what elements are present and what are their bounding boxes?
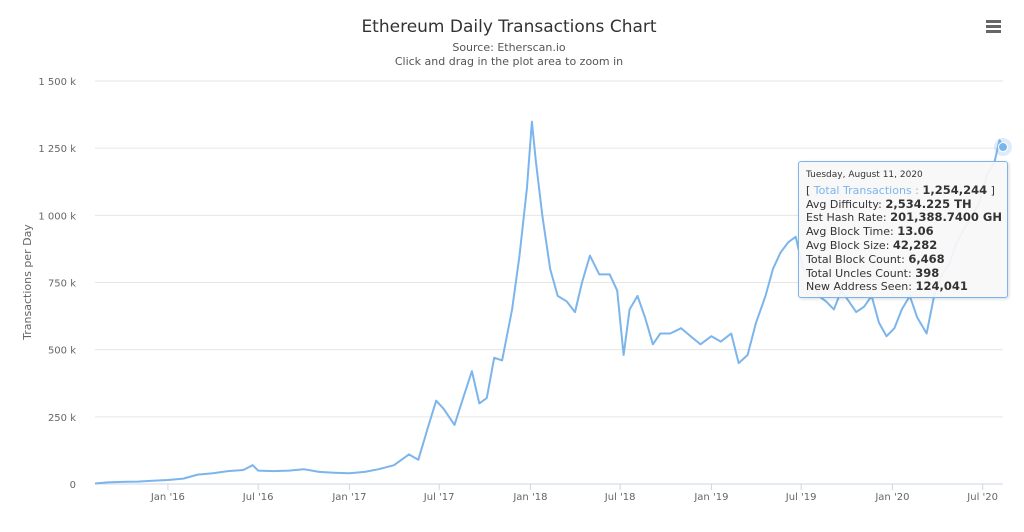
y-axis-title: Transactions per Day <box>21 224 34 341</box>
tooltip-series-row: [ Total Transactions : 1,254,244 ] <box>806 182 1000 198</box>
tooltip-row: Total Block Count: 6,468 <box>806 251 1000 267</box>
hamburger-menu-icon[interactable] <box>982 18 1004 38</box>
y-tick-label: 1 500 k <box>38 77 76 88</box>
y-tick-label: 1 000 k <box>38 211 76 222</box>
tooltip-row: New Address Seen: 124,041 <box>806 279 1000 294</box>
x-tick-label: Jan '20 <box>874 492 909 503</box>
chart-title: Ethereum Daily Transactions Chart <box>361 17 656 37</box>
y-tick-label: 250 k <box>48 413 76 424</box>
tooltip-series-label: Total Transactions : <box>813 183 919 197</box>
tooltip-open-bracket: [ <box>806 183 811 197</box>
chart-subtitle: Source: Etherscan.io <box>452 41 566 54</box>
x-tick-label: Jan '19 <box>693 492 728 503</box>
tooltip-row-label: Avg Block Time: <box>806 225 898 239</box>
tooltip-date: Tuesday, August 11, 2020 <box>806 170 923 180</box>
tooltip-rows: Avg Difficulty: 2,534.225 TH Est Hash Rat… <box>806 196 1002 295</box>
tooltip-row-label: Total Uncles Count: <box>806 266 916 280</box>
tooltip-close-bracket: ] <box>990 183 995 197</box>
hover-marker <box>994 138 1012 157</box>
plot-area[interactable] <box>94 120 1004 485</box>
menu-bar-icon <box>985 30 1001 33</box>
tooltip-row-value: 2,534.225 TH <box>885 196 972 211</box>
chart-zoom-hint: Click and drag in the plot area to zoom … <box>395 55 623 68</box>
tooltip-row-value: 13.06 <box>897 224 934 239</box>
x-tick-label: Jan '16 <box>150 492 185 503</box>
tooltip: Tuesday, August 11, 2020 [ Total Transac… <box>798 161 1008 298</box>
menu-bar-icon <box>985 25 1001 28</box>
y-tick-label: 750 k <box>48 279 76 290</box>
x-tick-label: Jan '18 <box>512 492 547 503</box>
x-tick-label: Jul '20 <box>966 492 998 503</box>
tooltip-row: Est Hash Rate: 201,388.7400 GH <box>806 210 1002 225</box>
y-tick-label: 1 250 k <box>38 144 76 155</box>
tooltip-row-value: 42,282 <box>892 237 938 252</box>
tooltip-row-value: 201,388.7400 GH <box>890 210 1002 225</box>
x-tick-label: Jul '19 <box>785 492 817 503</box>
tooltip-row-label: New Address Seen: <box>806 280 916 294</box>
tooltip-row: Avg Difficulty: 2,534.225 TH <box>806 196 1000 212</box>
tooltip-row-label: Avg Difficulty: <box>806 197 886 211</box>
x-tick-label: Jul '16 <box>242 492 274 503</box>
x-axis: Jan '16 Jul '16 Jan '17 Jul '17 Jan '18 Jul '… <box>95 483 1003 503</box>
grid <box>95 80 1003 485</box>
y-axis: 0 250 k 500 k 750 k 1 000 k 1 250 k 1 500 k <box>38 77 76 491</box>
tooltip-series-value: 1,254,244 <box>922 182 988 197</box>
y-tick-label: 500 k <box>48 346 76 357</box>
tooltip-row-label: Avg Block Size: <box>806 238 893 252</box>
y-tick-label: 0 <box>70 480 76 491</box>
hover-point <box>998 142 1008 153</box>
x-tick-label: Jan '17 <box>331 492 366 503</box>
tooltip-row: Avg Block Size: 42,282 <box>806 237 1000 253</box>
tooltip-row-value: 124,041 <box>915 279 968 294</box>
x-tick-label: Jul '17 <box>423 492 455 503</box>
tooltip-row-label: Total Block Count: <box>806 252 909 266</box>
tooltip-row: Avg Block Time: 13.06 <box>806 224 1000 239</box>
tooltip-row-label: Est Hash Rate: <box>806 211 891 225</box>
x-tick-label: Jul '18 <box>604 492 636 503</box>
series-line[interactable] <box>94 120 1004 485</box>
tooltip-row: Total Uncles Count: 398 <box>806 265 1000 281</box>
tooltip-row-value: 398 <box>915 265 940 280</box>
menu-bar-icon <box>985 20 1001 23</box>
tooltip-row-value: 6,468 <box>908 251 945 266</box>
